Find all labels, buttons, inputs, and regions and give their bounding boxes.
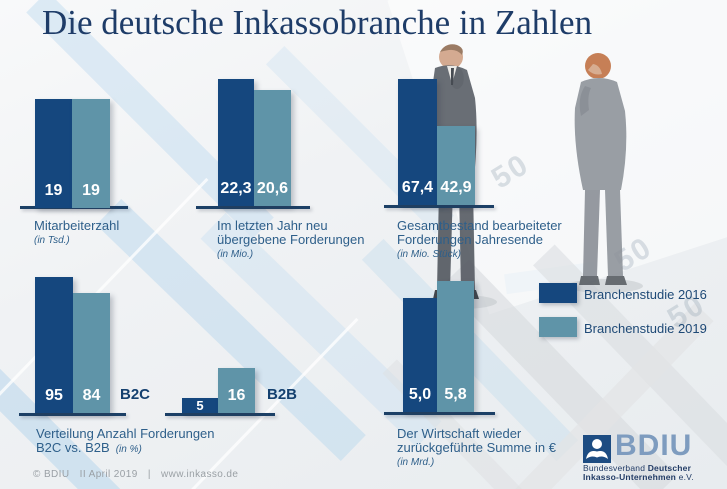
chart5-value-2016: 5,0 <box>408 386 432 403</box>
chart3-value-2019: 42,9 <box>440 179 472 196</box>
chart1-bar-2016: 19 <box>35 99 72 208</box>
legend-label-2016: Branchenstudie 2016 <box>584 287 707 302</box>
chart4-b2c-bar-2016: 95 <box>35 277 73 413</box>
chart3-bar-2016: 67,4 <box>398 79 437 205</box>
chart3-value-2016: 67,4 <box>401 179 434 196</box>
chart2-value-2019: 20,6 <box>256 180 289 197</box>
chart4-b2b-bar-2016: 5 <box>182 398 218 413</box>
footer-separator: | <box>147 469 151 480</box>
bdiu-subline-2-regular: e.V. <box>676 472 694 482</box>
chart3-caption-line1: Gesamtbestand bearbeiteter <box>397 218 562 233</box>
bdiu-subline-1-regular: Bundesverband <box>583 463 648 473</box>
chart1-caption-text: Mitarbeiterzahl <box>34 218 120 233</box>
legend-label-2019: Branchenstudie 2019 <box>584 321 707 336</box>
figurine-bowed-man <box>567 53 643 293</box>
chart3-bar-2019: 42,9 <box>437 126 475 205</box>
chart5-unit: (in Mrd.) <box>397 457 435 468</box>
legend-swatch-2016 <box>539 283 577 303</box>
chart4-b2b-value-2019: 16 <box>227 387 246 404</box>
chart1-value-2019: 19 <box>82 182 100 199</box>
chart3-caption: Gesamtbestand bearbeiteter Forderungen J… <box>397 219 562 261</box>
footer-copyright: © BDIU <box>33 469 70 480</box>
chart4-b2b-label: B2B <box>267 386 298 403</box>
page-title: Die deutsche Inkassobranche in Zahlen <box>42 3 593 42</box>
footer-edition: II April 2019 <box>79 469 138 480</box>
bdiu-subline-2-bold: Inkasso-Unternehmen <box>583 472 677 482</box>
footer: © BDIU II April 2019 | www.inkasso.de <box>33 469 245 480</box>
chart4-b2c-baseline <box>19 413 126 416</box>
bdiu-logo-icon <box>583 435 611 463</box>
chart4-caption-line1: Verteilung Anzahl Forderungen <box>36 426 215 441</box>
bdiu-logo: BDIU Bundesverband Deutscher Inkasso-Unt… <box>583 429 727 484</box>
chart4-b2c-value-2016: 95 <box>45 387 63 404</box>
chart1-unit: (in Tsd.) <box>34 235 70 246</box>
chart2-caption-line2: übergebene Forderungen <box>217 232 365 247</box>
bdiu-subline-1-bold: Deutscher <box>647 463 692 473</box>
chart4-b2c-label: B2C <box>120 386 151 403</box>
chart4-caption-line2: B2C vs. B2B (in %) <box>36 441 215 456</box>
bdiu-subline-1: Bundesverband Deutscher <box>583 463 691 473</box>
chart5-value-2019: 5,8 <box>444 386 467 403</box>
chart3-unit: (in Mio. Stück) <box>397 249 461 260</box>
chart5-baseline <box>384 412 495 415</box>
chart5-caption-line1: Der Wirtschaft wieder <box>397 426 522 441</box>
chart4-unit: (in %) <box>115 444 142 455</box>
bdiu-wordmark: BDIU <box>615 429 693 462</box>
bdiu-subline-2: Inkasso-Unternehmen e.V. <box>583 472 694 482</box>
chart5-caption-line2: zurückgeführte Summe in € <box>397 440 556 455</box>
chart1-value-2016: 19 <box>44 182 63 199</box>
chart3-baseline <box>384 205 494 208</box>
chart4-b2b-value-2016: 5 <box>196 398 204 413</box>
chart1-caption: Mitarbeiterzahl (in Tsd.) <box>34 219 119 247</box>
footer-url: www.inkasso.de <box>161 469 239 480</box>
chart4-b2b-baseline <box>165 413 275 416</box>
chart4-b2c-bar-2019: 84 <box>73 293 110 413</box>
chart4-b2b-bar-2019: 16 <box>218 368 255 413</box>
chart1-bar-2019: 19 <box>72 99 110 208</box>
chart2-baseline <box>196 206 310 209</box>
chart2-bar-2016: 22,3 <box>218 79 254 206</box>
chart2-unit: (in Mio.) <box>217 249 254 260</box>
person-open-arms-icon <box>586 439 608 459</box>
legend-swatch-2019 <box>539 317 577 337</box>
chart4-caption: Verteilung Anzahl Forderungen B2C vs. B2… <box>36 427 215 457</box>
chart4-caption-line2-text: B2C vs. B2B <box>36 440 110 455</box>
chart5-bar-2019: 5,8 <box>437 281 474 412</box>
chart2-bar-2019: 20,6 <box>254 90 291 206</box>
chart5-caption: Der Wirtschaft wieder zurückgeführte Sum… <box>397 427 556 469</box>
chart2-caption: Im letzten Jahr neu übergebene Forderung… <box>217 219 364 261</box>
chart3-caption-line2: Forderungen Jahresende <box>397 232 543 247</box>
chart5-bar-2016: 5,0 <box>403 298 437 412</box>
chart2-caption-line1: Im letzten Jahr neu <box>217 218 328 233</box>
chart2-value-2016: 22,3 <box>220 180 252 197</box>
chart4-b2c-value-2019: 84 <box>82 387 101 404</box>
